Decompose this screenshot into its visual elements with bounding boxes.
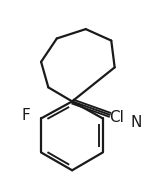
Text: F: F: [22, 108, 30, 123]
Text: Cl: Cl: [109, 110, 124, 125]
Text: N: N: [130, 115, 142, 130]
